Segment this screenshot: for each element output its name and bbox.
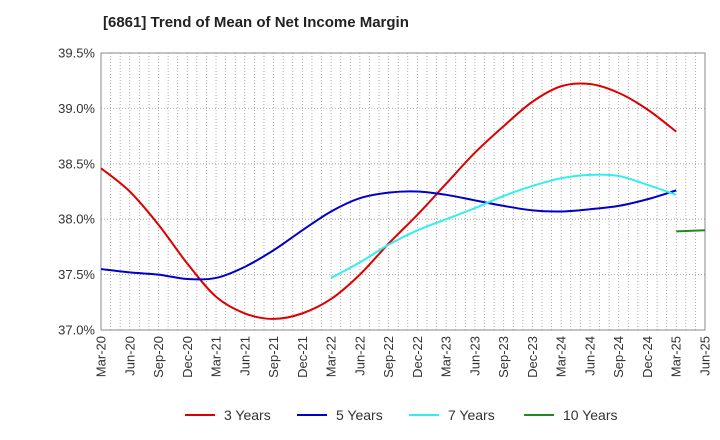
- legend-label-10-years: 10 Years: [563, 407, 618, 423]
- x-tick-label: Mar-22: [324, 336, 339, 377]
- series-lines: [100, 82, 706, 320]
- legend-label-3-years: 3 Years: [224, 407, 271, 423]
- x-tick-label: Sep-24: [611, 336, 626, 378]
- y-tick-label: 39.0%: [58, 101, 95, 116]
- x-tick-label: Sep-21: [266, 336, 281, 378]
- x-tick-label: Dec-24: [640, 336, 655, 378]
- plot-frame: [100, 52, 706, 331]
- x-tick-label: Jun-20: [122, 336, 137, 376]
- x-tick-label: Dec-20: [180, 336, 195, 378]
- series-line-5-years: [100, 189, 677, 281]
- x-tick-label: Jun-25: [698, 336, 713, 376]
- x-tick-label: Mar-23: [439, 336, 454, 377]
- x-tick-label: Mar-21: [209, 336, 224, 377]
- y-tick-label: 37.5%: [58, 267, 95, 282]
- y-tick-label: 37.0%: [58, 323, 95, 338]
- series-line-3-years: [100, 82, 677, 320]
- series-line-7-years: [330, 173, 677, 279]
- x-tick-label: Sep-20: [151, 336, 166, 378]
- axes: 37.0% 37.5% 38.0% 38.5% 39.0% 39.5% Mar-20 Jun-…: [58, 46, 712, 378]
- y-tick-label: 39.5%: [58, 46, 95, 61]
- x-tick-label: Jun-22: [352, 336, 367, 376]
- x-tick-label: Mar-25: [669, 336, 684, 377]
- legend-label-7-years: 7 Years: [448, 407, 495, 423]
- x-tick-label: Jun-24: [582, 336, 597, 376]
- x-tick-label: Jun-23: [467, 336, 482, 376]
- y-tick-label: 38.5%: [58, 156, 95, 171]
- x-tick-label: Mar-24: [554, 336, 569, 377]
- x-tick-label: Jun-21: [237, 336, 252, 376]
- x-tick-label: Sep-23: [496, 336, 511, 378]
- chart-title: [6861] Trend of Mean of Net Income Margi…: [103, 14, 409, 31]
- x-tick-label: Sep-22: [381, 336, 396, 378]
- y-tick-label: 38.0%: [58, 212, 95, 227]
- x-tick-label: Dec-23: [525, 336, 540, 378]
- series-line-10-years: [676, 229, 706, 233]
- x-tick-label: Dec-21: [295, 336, 310, 378]
- x-tick-label: Mar-20: [94, 336, 109, 377]
- x-tick-label: Dec-22: [410, 336, 425, 378]
- legend-label-5-years: 5 Years: [336, 407, 383, 423]
- legend: 3 Years 5 Years 7 Years 10 Years: [185, 407, 618, 423]
